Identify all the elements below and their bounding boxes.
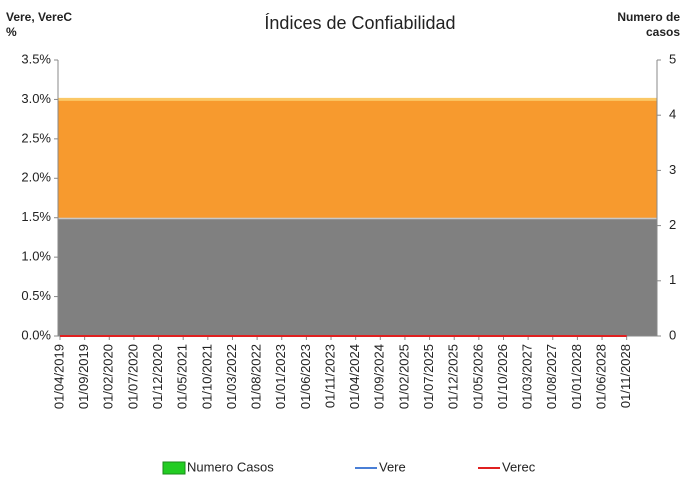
chart-title: Índices de Confiabilidad: [264, 13, 455, 33]
area-band: [58, 99, 657, 218]
axis-title-line: casos: [646, 25, 680, 39]
x-tick-label: 01/06/2028: [593, 344, 608, 409]
x-tick-label: 01/05/2021: [175, 344, 190, 409]
x-tick-label: 01/11/2028: [618, 344, 633, 408]
legend-label: Verec: [502, 459, 536, 474]
y-tick-label: 0.0%: [21, 327, 51, 342]
y-tick-label: 3.5%: [21, 51, 51, 66]
x-tick-label: 01/09/2019: [76, 344, 91, 409]
x-tick-label: 01/04/2019: [51, 344, 66, 409]
y-tick-label: 1.0%: [21, 249, 51, 264]
x-tick-label: 01/04/2024: [347, 344, 362, 409]
y-tick-label: 1.5%: [21, 209, 51, 224]
x-tick-label: 01/08/2022: [249, 344, 264, 409]
area-band: [58, 217, 657, 336]
x-tick-label: 01/01/2023: [273, 344, 288, 409]
x-tick-label: 01/03/2022: [224, 344, 239, 409]
y2-axis-title: Numero de casos: [617, 10, 680, 39]
axis-title-line: Vere, VereC: [6, 10, 72, 24]
x-tick-label: 01/08/2027: [544, 344, 559, 409]
y2-tick-label: 5: [669, 51, 676, 66]
x-tick-label: 01/03/2027: [520, 344, 535, 409]
x-tick-label: 01/12/2020: [150, 344, 165, 409]
y-tick-label: 3.0%: [21, 91, 51, 106]
x-tick-label: 01/01/2028: [569, 344, 584, 409]
y-axis-title: Vere, VereC%: [6, 10, 72, 39]
y2-tick-label: 4: [669, 107, 676, 122]
x-tick-label: 01/10/2026: [495, 344, 510, 409]
axis-title-line: %: [6, 25, 17, 39]
legend-label: Vere: [379, 459, 406, 474]
y2-tick-label: 0: [669, 327, 676, 342]
y2-tick-label: 2: [669, 217, 676, 232]
x-tick-label: 01/06/2023: [298, 344, 313, 409]
axis-title-line: Numero de: [617, 10, 680, 24]
legend-label: Numero Casos: [187, 459, 274, 474]
x-tick-label: 01/10/2021: [199, 344, 214, 409]
x-tick-label: 01/09/2024: [372, 344, 387, 409]
y-tick-label: 2.0%: [21, 170, 51, 185]
legend-swatch: [162, 461, 186, 475]
x-tick-label: 01/07/2025: [421, 344, 436, 409]
x-tick-label: 01/05/2026: [470, 344, 485, 409]
y-tick-label: 2.5%: [21, 130, 51, 145]
y2-tick-label: 1: [669, 272, 676, 287]
x-tick-label: 01/12/2025: [446, 344, 461, 409]
x-tick-label: 01/11/2023: [322, 344, 337, 408]
y2-tick-label: 3: [669, 162, 676, 177]
x-tick-label: 01/02/2020: [101, 344, 116, 409]
y-tick-label: 0.5%: [21, 288, 51, 303]
x-tick-label: 01/02/2025: [396, 344, 411, 409]
x-tick-label: 01/07/2020: [125, 344, 140, 409]
